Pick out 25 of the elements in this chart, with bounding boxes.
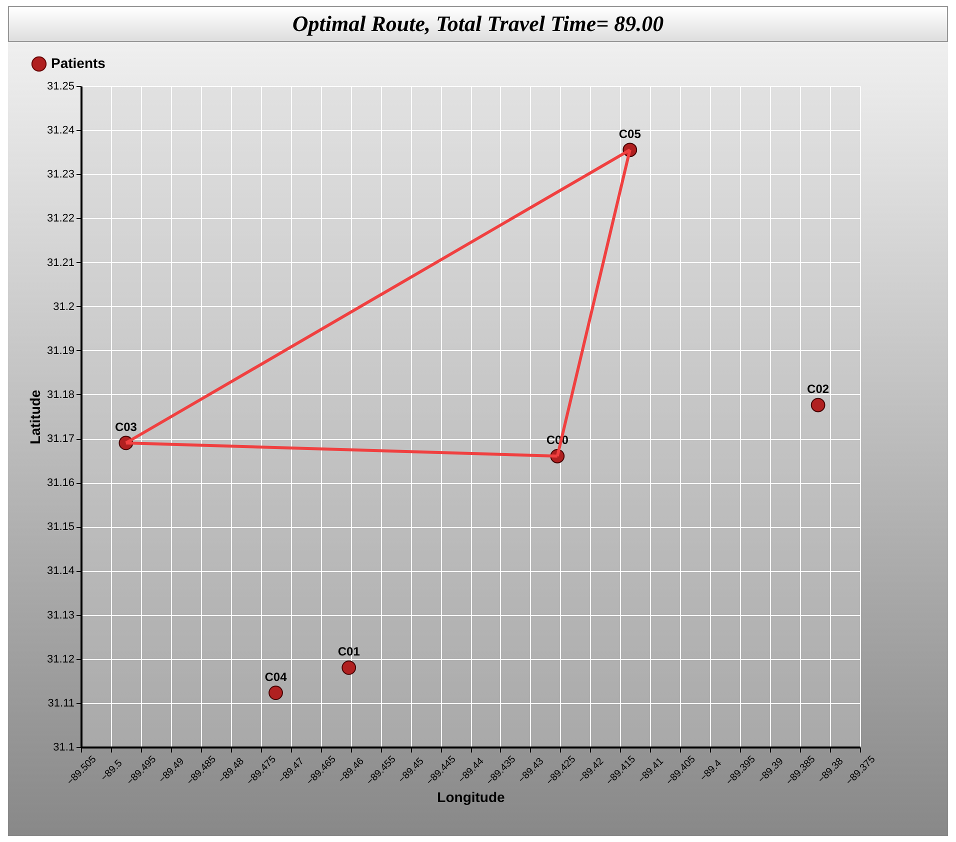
y-tick-label: 31.14 bbox=[46, 565, 74, 578]
data-label: C01 bbox=[338, 644, 360, 659]
y-tick-label: 31.16 bbox=[46, 477, 74, 490]
y-tick-label: 31.11 bbox=[48, 697, 74, 710]
data-label: C03 bbox=[114, 420, 138, 434]
x-axis-title: Longitude bbox=[437, 788, 506, 805]
y-tick-label: 31.22 bbox=[46, 212, 74, 225]
y-tick-label: 31.25 bbox=[46, 80, 74, 92]
legend-label: Patients bbox=[51, 55, 106, 71]
y-axis-title: Latitude bbox=[26, 390, 43, 444]
data-label: C02 bbox=[807, 382, 830, 396]
y-tick-label: 31.23 bbox=[46, 168, 74, 181]
chart-title: Optimal Route, Total Travel Time= 89.00 bbox=[8, 6, 948, 42]
y-tick-label: 31.2 bbox=[53, 300, 74, 313]
y-tick-label: 31.15 bbox=[46, 521, 74, 534]
data-label: C04 bbox=[264, 670, 288, 684]
y-tick-label: 31.24 bbox=[46, 124, 74, 137]
y-tick-label: 31.13 bbox=[46, 609, 74, 622]
y-tick-label: 31.18 bbox=[46, 388, 74, 401]
y-tick-label: 31.1 bbox=[53, 742, 74, 754]
y-tick-label: 31.21 bbox=[46, 256, 74, 269]
y-tick-label: 31.12 bbox=[46, 653, 74, 666]
y-tick-label: 31.17 bbox=[46, 433, 74, 446]
data-label: C05 bbox=[618, 126, 642, 141]
y-tick-label: 31.19 bbox=[46, 344, 74, 357]
